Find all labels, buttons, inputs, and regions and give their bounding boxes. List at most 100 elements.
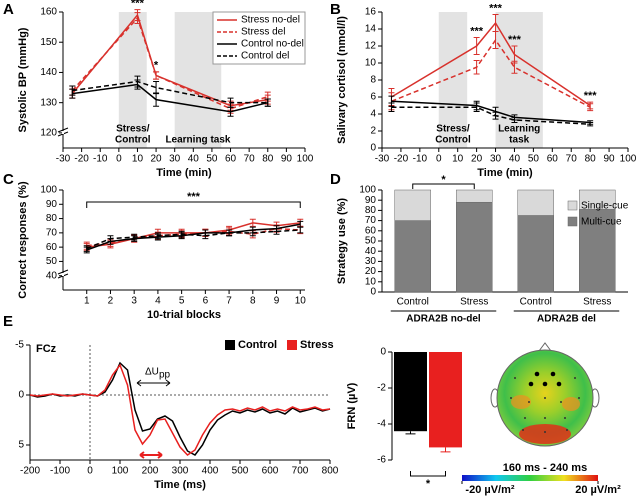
colorbar [462,475,598,481]
series-line [29,363,331,456]
x-tick-label: 50 [206,154,218,165]
x-tick-label: 7 [226,296,232,307]
y-tick-label: 80 [365,205,377,216]
legend-swatch [567,200,578,211]
x-tick-label: -30 [56,154,71,165]
shade-label: task [509,135,529,146]
electrode-minor [544,417,546,419]
x-axis-label: Time (ms) [154,479,206,491]
x-tick-label: 3 [131,296,137,307]
y-tick-label: 0 [370,143,376,154]
error-bar [134,75,141,88]
x-tick-label: 70 [244,154,256,165]
x-tick-label: 5 [179,296,185,307]
error-bar [153,81,160,95]
y-tick-label: 90 [365,195,377,206]
error-bar [153,71,160,80]
x-tick-label: 10 [295,296,307,307]
error-bar [492,111,499,120]
x-tick-label: 100 [297,154,314,165]
x-tick-label: 80 [585,154,597,165]
electrode-minor [560,401,562,403]
electrode [556,381,562,387]
x-tick-label: 200 [142,466,159,477]
group-label: ADRA2B del [537,314,596,325]
error-bar [405,431,416,435]
shaded-region [495,12,543,148]
x-tick-label: 2 [108,296,114,307]
x-tick-label: -20 [394,154,409,165]
x-tick-label: -10 [413,154,428,165]
y-axis-label: Salivary cortisol (nmol/l) [336,16,348,144]
y-tick-label: 130 [40,97,57,108]
bar [394,352,427,432]
y-tick-label: 20 [365,266,377,277]
significance-label: * [441,174,446,186]
panel-letter: D [330,171,341,188]
x-tick-label: 1 [84,296,90,307]
legend-label: Stress no-del [241,15,300,26]
axis-break-gap [62,273,64,276]
error-bar [249,229,256,237]
x-tick-label: 90 [281,154,293,165]
electrode-minor [566,429,568,431]
y-tick-label: 60 [365,225,377,236]
error-bar [511,116,518,123]
scalp-hotspot [511,395,531,409]
legend-swatch [287,340,297,350]
y-tick-label: 0 [370,287,376,298]
x-tick-label: -20 [74,154,89,165]
delta-arrow [136,379,171,387]
series-line [391,38,591,108]
x-tick-label: 60 [225,154,237,165]
error-bar [154,232,161,240]
error-bar [273,228,280,235]
y-tick-label: 30 [365,256,377,267]
electrode-minor [544,431,546,433]
significance-label: * [426,478,431,490]
y-tick-label: 0 [18,390,24,401]
y-tick-label: 4 [370,109,376,120]
bar-segment [394,189,431,221]
legend-label: Multi-cue [581,217,622,228]
x-tick-label: 4 [155,296,161,307]
y-tick-label: 40 [46,270,58,281]
bar-segment [456,201,493,293]
x-tick-label: -100 [50,466,70,477]
error-bar [227,97,234,108]
x-tick-label: 40 [188,154,200,165]
electrode-minor [578,397,580,399]
delta-label-sub: pp [159,370,171,381]
panel-letter: B [330,1,341,18]
significance-label: * [154,60,159,72]
error-bar [69,85,76,96]
series-line [71,16,269,110]
x-tick-label: 80 [262,154,274,165]
panel-letter: A [3,1,14,18]
shade-label: Stress/ [116,124,150,135]
legend-label: Control [238,339,277,351]
y-tick-label: 140 [40,67,57,78]
y-tick-label: 100 [40,185,57,196]
electrode-minor [514,377,516,379]
legend-label: Control no-del [241,39,304,50]
error-bar [587,122,594,127]
x-tick-label: 20 [471,154,483,165]
error-bar [134,12,141,24]
x-tick-label: -10 [93,154,108,165]
x-axis-label: Time (min) [477,167,533,179]
y-tick-label: 14 [365,24,377,35]
significance-label: *** [470,25,484,37]
error-bar [473,59,480,75]
y-tick-label: 16 [365,7,377,18]
error-bar [249,218,256,227]
shade-label: Stress/ [436,124,470,135]
significance-label: *** [187,191,201,203]
x-tick-label: 0 [116,154,122,165]
electrode-minor [510,397,512,399]
y-tick-label: 150 [40,37,57,48]
x-tick-label: 20 [151,154,163,165]
x-tick-label: 300 [172,466,189,477]
x-tick-label: 500 [232,466,249,477]
error-bar [511,60,518,74]
